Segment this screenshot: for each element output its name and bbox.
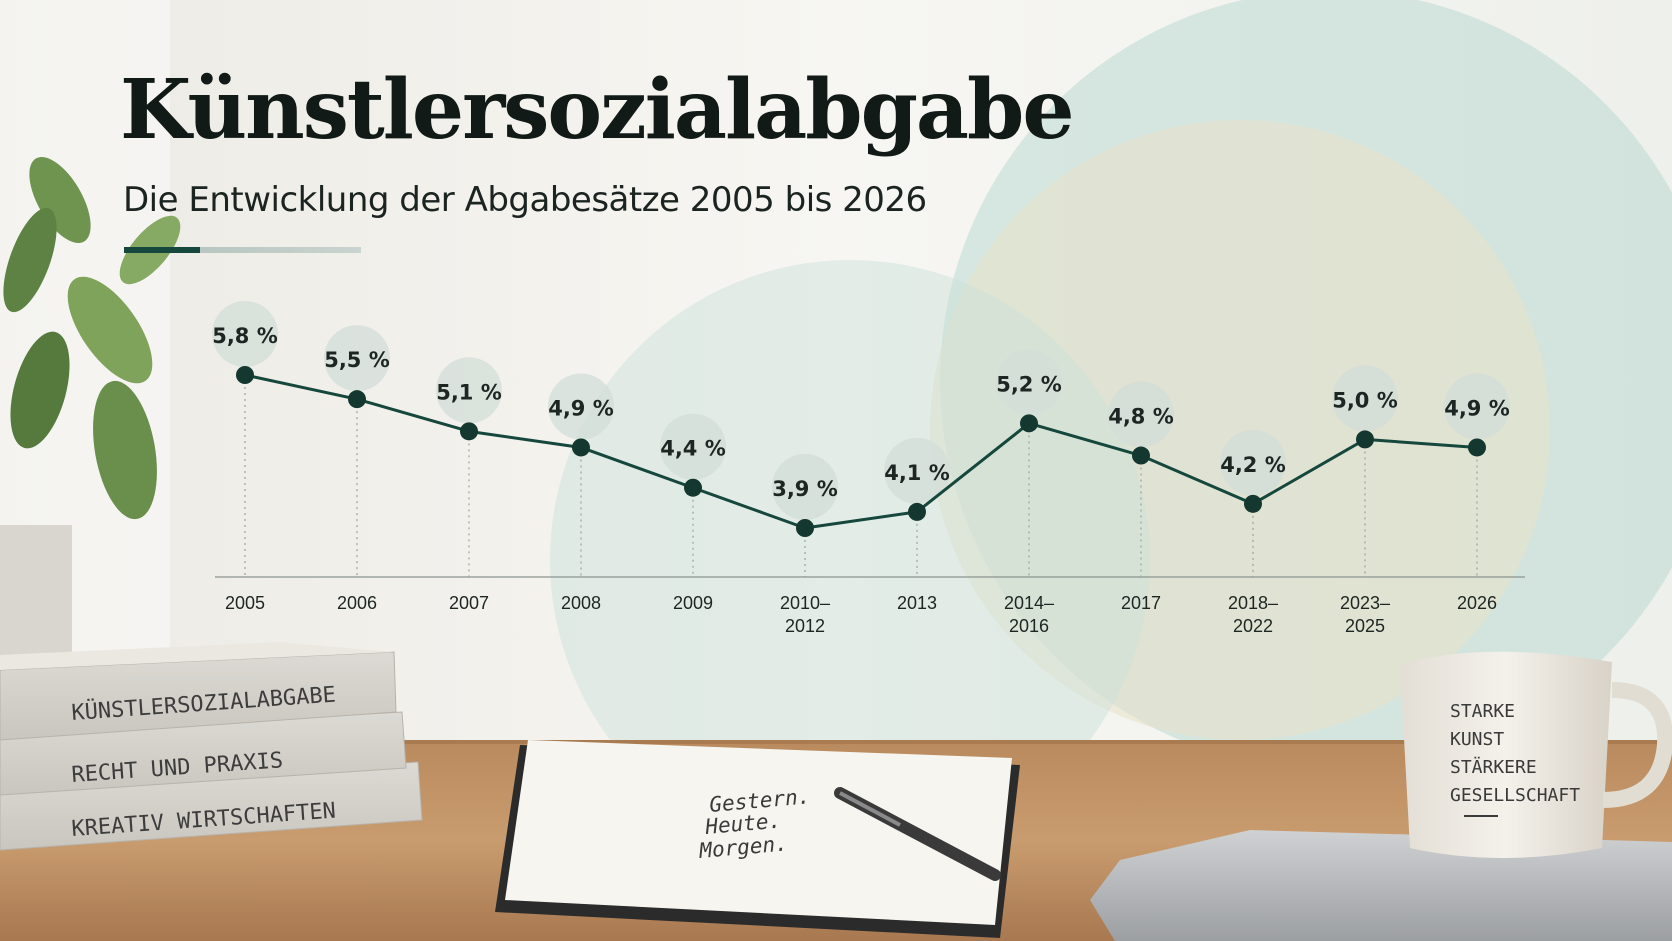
data-point xyxy=(796,519,814,537)
data-label-badge xyxy=(1444,373,1510,440)
page-subtitle: Die Entwicklung der Abgabesätze 2005 bis… xyxy=(123,180,927,220)
x-tick-label: 2018– xyxy=(1228,593,1278,613)
data-point xyxy=(572,438,590,457)
data-point xyxy=(348,390,366,409)
x-tick-label: 2023– xyxy=(1340,593,1390,613)
data-label: 4,2 % xyxy=(1220,453,1286,477)
data-point xyxy=(1020,414,1038,433)
accent-circle-beige xyxy=(930,120,1550,740)
data-label-badge xyxy=(436,357,502,424)
notebook xyxy=(495,740,1020,938)
x-tick-label: 2017 xyxy=(1121,593,1161,613)
data-label: 5,8 % xyxy=(212,324,278,348)
data-point xyxy=(684,478,702,497)
x-tick-label: 2009 xyxy=(673,593,713,613)
data-label-badge xyxy=(324,325,390,392)
data-label: 5,1 % xyxy=(436,380,502,404)
x-tick-label: 2014– xyxy=(1004,593,1054,613)
data-label-badge xyxy=(1220,429,1286,496)
data-label: 4,9 % xyxy=(1444,396,1510,420)
x-tick-label: 2016 xyxy=(1009,616,1049,636)
data-point xyxy=(460,422,478,441)
accent-circle-light-teal xyxy=(550,260,1150,860)
x-tick-label: 2026 xyxy=(1457,593,1497,613)
data-label-badge xyxy=(772,454,838,520)
data-label-badge xyxy=(1332,365,1398,432)
x-tick-label: 2006 xyxy=(337,593,377,613)
data-label-badge xyxy=(1108,381,1174,448)
data-point xyxy=(1468,438,1486,457)
x-tick-label: 2008 xyxy=(561,593,601,613)
mug-line-2: KUNST xyxy=(1450,729,1504,750)
data-label: 5,0 % xyxy=(1332,388,1398,412)
data-label: 5,5 % xyxy=(324,348,390,372)
book-label-3: KREATIV WIRTSCHAFTEN xyxy=(71,799,337,842)
mug-line-4: GESELLSCHAFT xyxy=(1450,785,1580,806)
mug-line-3: STÄRKERE xyxy=(1450,757,1537,778)
book-label-2: RECHT UND PRAXIS xyxy=(71,748,284,788)
book-stack xyxy=(0,642,423,851)
data-point xyxy=(1356,430,1374,449)
x-tick-label: 2012 xyxy=(785,616,825,636)
data-label: 4,8 % xyxy=(1108,405,1174,429)
laptop xyxy=(1090,830,1672,941)
x-tick-label: 2025 xyxy=(1345,616,1385,636)
data-label-badge xyxy=(660,413,726,480)
series-line xyxy=(244,373,1478,530)
data-point xyxy=(1244,494,1262,513)
mug xyxy=(1400,651,1672,858)
book-label-1: KÜNSTLERSOZIALABGABE xyxy=(71,682,337,726)
data-label-badge xyxy=(548,373,614,440)
data-label-badge xyxy=(212,301,278,367)
data-label: 4,1 % xyxy=(884,461,950,485)
x-tick-label: 2007 xyxy=(449,593,489,613)
x-tick-label: 2013 xyxy=(897,593,937,613)
data-label: 5,2 % xyxy=(996,372,1062,396)
x-tick-label: 2005 xyxy=(225,593,265,613)
title-underline xyxy=(124,247,361,253)
data-label: 4,4 % xyxy=(660,437,726,461)
x-tick-label: 2010– xyxy=(780,593,830,613)
x-tick-label: 2022 xyxy=(1233,616,1273,636)
mug-line-1: STARKE xyxy=(1450,701,1515,722)
data-label-badge xyxy=(884,437,950,504)
data-label: 4,9 % xyxy=(548,396,614,420)
data-label-badge xyxy=(996,349,1062,416)
data-label: 3,9 % xyxy=(772,477,838,501)
data-point xyxy=(908,502,926,521)
data-point xyxy=(236,366,254,384)
page-title: Künstlersozialabgabe xyxy=(120,62,1075,158)
pen-icon xyxy=(834,787,1001,881)
data-point xyxy=(1132,446,1150,465)
